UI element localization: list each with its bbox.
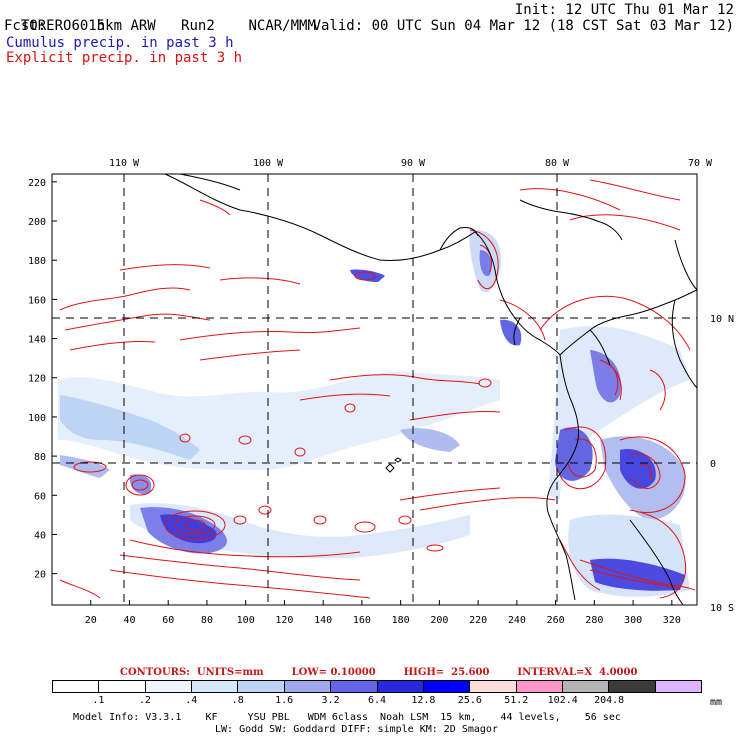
x-grid-index-labels: 20 40 60 80 100 120 140 160 180 200 220 240 260 280 30… xyxy=(85,615,681,626)
colorbar xyxy=(52,680,702,693)
x-tick-label: 80 xyxy=(201,615,213,626)
colorbar-level-label: 6.4 xyxy=(367,695,387,706)
x-tick-label: 140 xyxy=(314,615,332,626)
y-tick-label: 180 xyxy=(28,256,46,267)
colorbar-swatch xyxy=(145,681,193,692)
colorbar-swatch xyxy=(377,681,424,692)
colorbar-level-label: 3.2 xyxy=(321,695,340,706)
latitude-labels: 10 N 0 10 S xyxy=(710,314,734,614)
colorbar-tick-labels: .1 .2 .4 .8 1.6 3.2 6.4 12.8 25.6 51.2 102.4 204.8 xyxy=(52,695,702,709)
colorbar-swatch xyxy=(192,681,239,692)
x-tick-label: 220 xyxy=(469,615,487,626)
forecast-hour: Fcst: 60 h xyxy=(4,18,105,34)
latlon-grid xyxy=(52,174,697,605)
colorbar-level-label: 204.8 xyxy=(594,695,625,706)
lon-label-90w: 90 W xyxy=(401,158,426,169)
y-tick-label: 20 xyxy=(34,570,46,581)
y-tick-label: 100 xyxy=(28,413,46,424)
colorbar-level-label: 25.6 xyxy=(457,695,482,706)
x-tick-label: 20 xyxy=(85,615,97,626)
y-tick-label: 120 xyxy=(28,374,46,385)
lon-label-70w: 70 W xyxy=(688,158,713,169)
colorbar-level-label: 1.6 xyxy=(275,695,294,706)
colorbar-level-label: 12.8 xyxy=(411,695,436,706)
model-info-line1: Model Info: V3.3.1 KF YSU PBL WDM 6class… xyxy=(73,712,621,723)
colorbar-swatch xyxy=(331,681,378,692)
lat-label-10s: 10 S xyxy=(710,603,734,614)
x-tick-label: 160 xyxy=(353,615,371,626)
fcst-value: 60 h xyxy=(71,18,106,34)
y-tick-label: 160 xyxy=(28,295,46,306)
colorbar-swatch xyxy=(99,681,146,692)
valid-time: Valid: 00 UTC Sun 04 Mar 12 (18 CST Sat … xyxy=(312,18,734,34)
contour-legend: CONTOURS: UNITS=mm LOW= 0.10000 HIGH= 25.6… xyxy=(120,667,665,678)
model-resolution: 15km ARW xyxy=(88,18,156,34)
colorbar-level-label: .4 xyxy=(185,695,198,706)
axis-tick-marks xyxy=(52,181,673,605)
y-tick-label: 60 xyxy=(34,491,46,502)
x-tick-label: 60 xyxy=(162,615,174,626)
colorbar-swatch xyxy=(562,681,610,692)
field-title-explicit: Explicit precip. in past 3 h xyxy=(6,50,243,66)
lat-label-10n: 10 N xyxy=(710,314,734,325)
fcst-label: Fcst: xyxy=(4,18,47,34)
x-tick-label: 260 xyxy=(547,615,565,626)
contour-interval: INTERVAL=X 4.0000 xyxy=(517,667,638,678)
contour-units: CONTOURS: UNITS=mm xyxy=(120,667,264,678)
header-left-line1: TORERO 15km ARW Run2 NCAR/MMM xyxy=(4,2,316,34)
colorbar-level-label: .8 xyxy=(231,695,244,706)
y-tick-label: 80 xyxy=(34,452,46,463)
init-time: Init: 12 UTC Thu 01 Mar 12 xyxy=(514,2,734,18)
x-tick-label: 240 xyxy=(508,615,526,626)
colorbar-swatch xyxy=(238,681,285,692)
colorbar-swatch xyxy=(423,681,471,692)
contour-high: HIGH= 25.600 xyxy=(403,667,490,678)
lon-label-80w: 80 W xyxy=(545,158,570,169)
y-tick-label: 40 xyxy=(34,530,46,541)
colorbar-swatch xyxy=(284,681,332,692)
colorbar-level-label: .1 xyxy=(92,695,105,706)
y-tick-label: 200 xyxy=(28,217,46,228)
colorbar-level-label: 51.2 xyxy=(504,695,529,706)
colorbar-swatch xyxy=(516,681,563,692)
model-run: Run2 xyxy=(181,18,215,34)
model-name: TORERO xyxy=(20,18,72,34)
colorbar-level-label: 102.4 xyxy=(547,695,578,706)
x-tick-label: 120 xyxy=(275,615,293,626)
y-tick-label: 220 xyxy=(28,178,46,189)
explicit-precip-contours xyxy=(59,179,696,599)
x-tick-label: 100 xyxy=(237,615,255,626)
x-tick-label: 320 xyxy=(663,615,681,626)
field-title-cumulus: Cumulus precip. in past 3 h xyxy=(6,35,234,51)
x-tick-label: 40 xyxy=(123,615,135,626)
y-tick-label: 140 xyxy=(28,335,46,346)
model-org: NCAR/MMM xyxy=(248,18,316,34)
colorbar-swatch xyxy=(609,681,656,692)
longitude-labels: 110 W 100 W 90 W 80 W 70 W xyxy=(109,158,713,169)
colorbar-unit: mm xyxy=(710,697,723,708)
map-frame xyxy=(51,173,698,606)
y-grid-index-labels: 20 40 60 80 100 120 140 160 180 200 220 xyxy=(28,178,46,581)
colorbar-level-label: .2 xyxy=(138,695,151,706)
colorbar-swatch xyxy=(53,681,100,692)
contour-low: LOW= 0.10000 xyxy=(291,667,376,678)
lon-label-100w: 100 W xyxy=(253,158,284,169)
lat-label-0: 0 xyxy=(710,459,716,470)
x-tick-label: 280 xyxy=(585,615,603,626)
lon-label-110w: 110 W xyxy=(109,158,140,169)
colorbar-swatch xyxy=(470,681,517,692)
colorbar-swatch xyxy=(655,681,702,692)
x-tick-label: 200 xyxy=(430,615,448,626)
x-tick-label: 180 xyxy=(392,615,410,626)
model-info-line2: LW: Godd SW: Goddard DIFF: simple KM: 2D… xyxy=(215,724,498,735)
x-tick-label: 300 xyxy=(624,615,642,626)
